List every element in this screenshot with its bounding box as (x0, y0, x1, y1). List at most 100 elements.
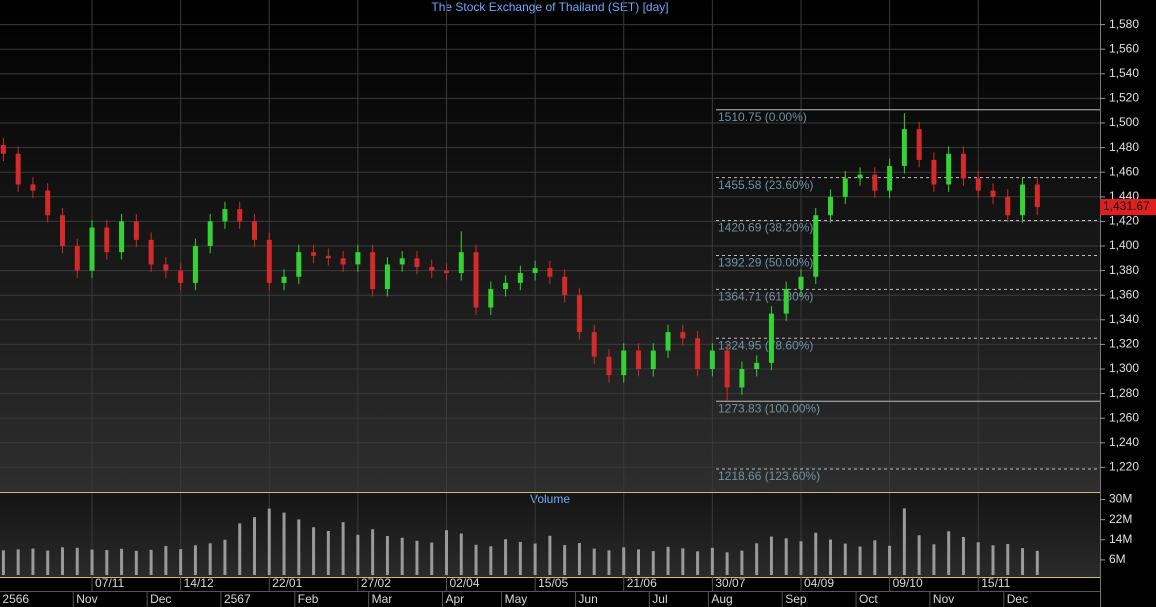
x-tick-label: 07/11 (95, 576, 124, 590)
y-tick-label: 1,360 (1109, 287, 1139, 301)
volume-bar (902, 508, 906, 575)
candle-body (178, 270, 184, 283)
month-label: Aug (711, 592, 732, 606)
volume-bar (474, 544, 478, 575)
candle-body (857, 174, 863, 179)
x-tick-label: 09/10 (893, 576, 923, 590)
candle-body (148, 239, 154, 265)
volume-bar (75, 547, 79, 575)
volume-bar (637, 549, 641, 575)
volume-bar (784, 538, 788, 575)
candle-body (798, 276, 804, 290)
candle-body (665, 332, 671, 351)
volume-bar (504, 539, 508, 575)
candle-body (222, 209, 228, 222)
volume-y-tick-label: 30M (1109, 492, 1132, 506)
volume-bar (400, 537, 404, 575)
x-tick-label: 14/12 (184, 576, 214, 590)
candle-body (650, 350, 656, 369)
candle-body (503, 282, 509, 290)
volume-bar (1021, 548, 1025, 575)
candle-body (591, 332, 597, 357)
month-label: Nov (76, 592, 97, 606)
candle-body (828, 196, 834, 216)
month-label: 2567 (224, 592, 251, 606)
y-tick-label: 1,400 (1109, 238, 1139, 252)
candle-body (872, 174, 878, 191)
volume-bar (932, 544, 936, 575)
candle-body (104, 227, 110, 253)
candle-body (488, 289, 494, 308)
volume-bar (312, 527, 316, 575)
volume-bar (769, 536, 773, 575)
candle-body (1034, 184, 1040, 208)
candle-body (444, 270, 449, 274)
x-tick-label: 04/09 (804, 576, 834, 590)
volume-y-tick-label: 6M (1109, 552, 1126, 566)
candle-body (325, 255, 331, 259)
volume-bar (518, 542, 522, 575)
candle-body (473, 252, 479, 308)
candle-body (768, 313, 774, 363)
candle-body (414, 258, 420, 267)
volume-bar (326, 530, 330, 575)
volume-bar (666, 546, 670, 575)
candle-body (695, 338, 701, 369)
x-tick-label: 02/04 (450, 576, 480, 590)
y-tick-label: 1,340 (1109, 312, 1139, 326)
volume-title: Volume (530, 492, 570, 506)
fib-label: 1510.75 (0.00%) (718, 110, 807, 124)
candle-body (311, 252, 317, 256)
volume-bar (799, 541, 803, 575)
candle-body (946, 153, 952, 185)
candle-body (355, 252, 361, 265)
candle-body (975, 178, 981, 191)
candle-body (458, 252, 464, 274)
volume-bar (252, 517, 256, 575)
candle-body (207, 221, 213, 246)
candle-body (576, 295, 582, 333)
y-tick-label: 1,380 (1109, 263, 1139, 277)
volume-bar (961, 537, 965, 575)
volume-bar (90, 549, 94, 575)
month-label: Dec (150, 592, 171, 606)
candle-body (724, 350, 730, 388)
volume-bar (208, 543, 212, 575)
candle-body (429, 266, 435, 271)
volume-bar (267, 508, 271, 575)
candle-body (281, 276, 287, 283)
volume-bar (371, 529, 375, 575)
volume-bar (46, 550, 50, 575)
volume-y-tick-label: 22M (1109, 512, 1132, 526)
month-label: Feb (298, 592, 319, 606)
volume-bar (415, 540, 419, 575)
y-tick-label: 1,480 (1109, 140, 1139, 154)
candle-body (754, 362, 760, 369)
fib-label: 1324.95 (78.60%) (718, 338, 813, 352)
x-tick-label: 21/06 (627, 576, 657, 590)
candle-body (680, 332, 686, 339)
candle-body (1020, 184, 1026, 216)
volume-bar (947, 531, 951, 575)
candle-body (59, 215, 65, 246)
y-tick-label: 1,500 (1109, 115, 1139, 129)
candle-body (0, 145, 6, 154)
candle-body (990, 190, 996, 197)
x-tick-label: 30/07 (715, 576, 745, 590)
candle-body (842, 178, 848, 197)
candle-body (163, 264, 169, 271)
volume-bar (179, 549, 183, 575)
y-tick-label: 1,280 (1109, 386, 1139, 400)
candle-body (931, 159, 937, 185)
volume-bar (430, 542, 434, 575)
volume-bar (31, 548, 35, 575)
fib-label: 1420.69 (38.20%) (718, 221, 813, 235)
candle-body (266, 239, 272, 283)
candle-body (813, 215, 819, 277)
volume-bar (651, 551, 655, 575)
y-tick-label: 1,520 (1109, 91, 1139, 105)
volume-bar (297, 519, 301, 575)
candle-body (783, 289, 789, 314)
candle-body (45, 190, 51, 216)
